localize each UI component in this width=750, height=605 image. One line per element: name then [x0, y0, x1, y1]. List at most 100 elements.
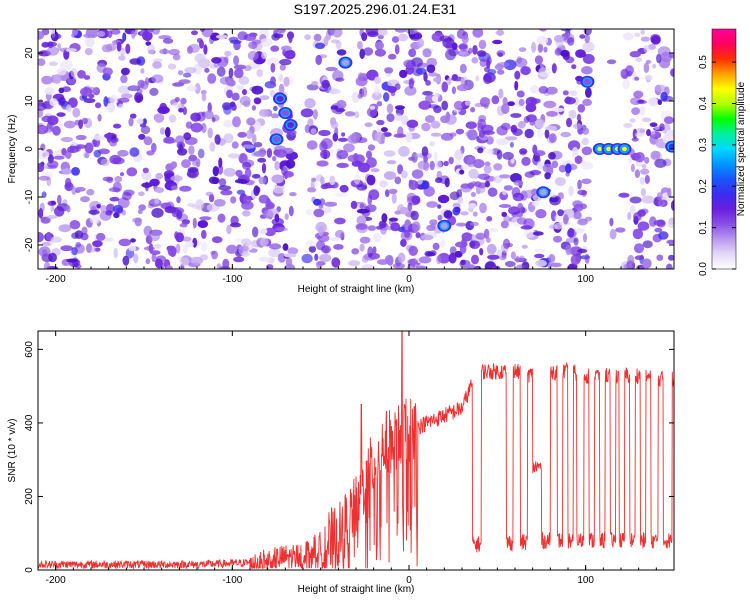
heatmap-blob [643, 62, 650, 74]
heatmap-blob [470, 221, 479, 227]
heatmap-blob [38, 232, 44, 243]
heatmap-blob [537, 161, 544, 170]
heatmap-blob [536, 35, 549, 45]
heatmap-blob [137, 191, 145, 197]
heatmap-blob [472, 211, 478, 217]
heatmap-blob [172, 82, 185, 87]
heatmap-blob [318, 204, 324, 209]
heatmap-blob [149, 230, 161, 242]
heatmap-blob [253, 150, 267, 157]
heatmap-blob [110, 29, 121, 35]
heatmap-blob [178, 143, 184, 153]
heatmap-blob [201, 93, 207, 102]
heatmap-blob [573, 123, 583, 130]
heatmap-blob [253, 97, 262, 105]
heatmap-blob [50, 33, 62, 40]
heatmap-blob [635, 57, 643, 62]
heatmap-blob [179, 222, 188, 228]
heatmap-blob [61, 168, 72, 175]
heatmap-blob [121, 192, 132, 201]
heatmap-blob [548, 152, 556, 160]
heatmap-blob [106, 102, 116, 113]
heatmap-blob [391, 192, 397, 204]
heatmap-blob [491, 95, 500, 105]
heatmap-blob [420, 234, 434, 241]
heatmap-blob [510, 113, 522, 118]
heatmap-blob [509, 141, 514, 148]
heatmap-blob [544, 129, 550, 139]
heatmap-blob [45, 231, 52, 241]
heatmap-blob [629, 196, 642, 204]
heatmap-blob [77, 70, 86, 79]
heatmap-blob [113, 247, 118, 259]
heatmap-blob [285, 257, 293, 266]
heatmap-blob [577, 189, 588, 196]
heatmap-blob [454, 250, 463, 258]
heatmap-blob [544, 125, 557, 131]
heatmap-blob [226, 244, 238, 254]
heatmap-blob [305, 208, 313, 216]
heatmap-blob [168, 48, 180, 56]
heatmap-blob [431, 95, 439, 102]
heatmap-blob [38, 246, 51, 258]
heatmap-blob [223, 167, 236, 177]
heatmap-blob [475, 75, 480, 82]
heatmap-blob [577, 248, 588, 254]
heatmap-blob [48, 61, 58, 66]
heatmap-blob [275, 227, 288, 232]
heatmap-blob [366, 150, 372, 159]
heatmap-blob [466, 264, 477, 269]
heatmap-blob [367, 246, 374, 258]
heatmap-blob [65, 104, 72, 113]
heatmap-blob [122, 255, 130, 266]
heatmap-blob [486, 58, 491, 69]
heatmap-blob [328, 237, 342, 241]
heatmap-blob [534, 253, 545, 259]
heatmap-blob [423, 72, 428, 82]
heatmap-blob [210, 32, 221, 41]
heatmap-blob [157, 106, 170, 114]
heatmap-blob [571, 147, 579, 158]
heatmap-blob [644, 74, 654, 81]
heatmap-blob [70, 67, 78, 78]
heatmap-blob [149, 178, 160, 187]
heatmap-blob [332, 132, 339, 142]
heatmap-blob [581, 146, 593, 156]
heatmap-blob [336, 162, 349, 168]
heatmap-blob [486, 148, 494, 155]
heatmap-blob [566, 117, 572, 128]
heatmap-blob [242, 89, 247, 96]
heatmap-blob [241, 238, 252, 246]
heatmap-blob [284, 213, 289, 221]
heatmap-blob [120, 67, 130, 76]
heatmap-blob [247, 50, 259, 61]
heatmap-blob [630, 97, 642, 105]
heatmap-blob [129, 58, 142, 65]
heatmap-blob [72, 29, 78, 36]
heatmap-blob [38, 175, 50, 181]
heatmap-blob [433, 151, 438, 163]
heatmap-blob [400, 231, 413, 241]
heatmap-blob [460, 164, 470, 171]
heatmap-blob [266, 148, 273, 158]
heatmap-blob [213, 199, 226, 207]
heatmap-blob [656, 192, 663, 201]
heatmap-blob [473, 159, 485, 169]
heatmap-blob [499, 174, 511, 179]
heatmap-blob [78, 119, 83, 130]
heatmap-blob [359, 203, 365, 209]
heatmap-blob [534, 55, 544, 65]
heatmap-blob [84, 142, 94, 154]
heatmap-blob [50, 205, 55, 212]
colorbar-tick-label: 0.3 [698, 137, 709, 151]
heatmap-blob [207, 73, 217, 84]
heatmap-blob [211, 236, 223, 244]
heatmap-blob [151, 253, 157, 263]
hotspot-inner [341, 59, 349, 66]
heatmap-blob [485, 97, 491, 106]
heatmap-blob [165, 265, 173, 269]
heatmap-blob [313, 33, 322, 42]
heatmap-blob [444, 177, 450, 188]
heatmap-blob [57, 194, 62, 205]
heatmap-blob [460, 211, 469, 216]
